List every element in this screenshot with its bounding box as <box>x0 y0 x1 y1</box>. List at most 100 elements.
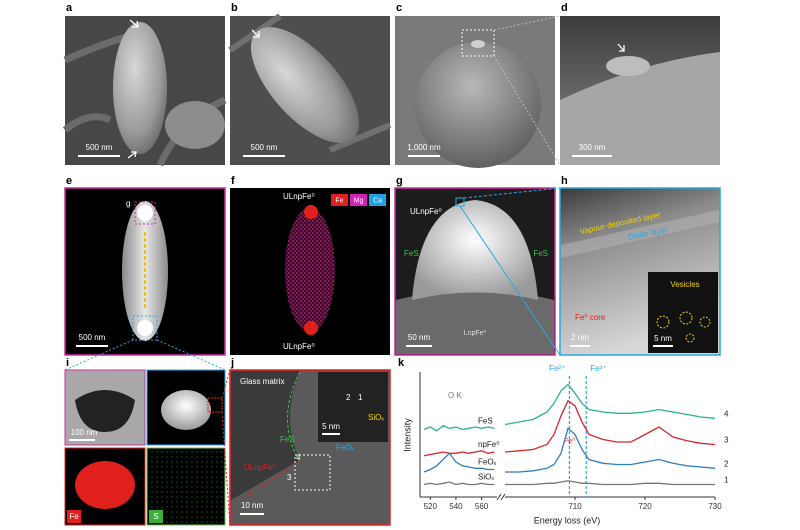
fe-signal <box>75 461 135 509</box>
panel-letter: f <box>231 175 235 187</box>
zoom-box <box>132 315 158 341</box>
zoom-line <box>493 15 561 31</box>
series-label: FeS <box>478 416 493 425</box>
series-label: npFe⁰ <box>478 440 499 449</box>
panel-c: 1,000 nm c <box>395 2 555 168</box>
map-label: Fe <box>69 512 79 521</box>
panel-letter: a <box>66 2 73 14</box>
panel-a: 500 nm a <box>62 2 227 167</box>
particle <box>165 101 225 149</box>
legend-label: Fe <box>335 197 343 204</box>
legend-label: Mg <box>354 197 364 204</box>
scale-label: 100 nm <box>71 428 98 437</box>
point-label: 2 <box>346 393 351 402</box>
zoom-line <box>64 339 134 371</box>
boundary <box>287 371 301 463</box>
edge-label: O K <box>448 391 462 400</box>
panel-e: g 500 nm e <box>64 175 226 356</box>
series-label: FeOₓ <box>478 458 497 467</box>
spectrum <box>505 427 716 473</box>
scale-label: 5 nm <box>322 422 340 431</box>
x-tick-label: 720 <box>638 502 652 511</box>
vesicles <box>656 311 711 343</box>
y-axis-label: Intensity <box>402 418 412 452</box>
inset-label: Vesicles <box>670 280 699 289</box>
core-label: Fe⁰ core <box>575 313 606 322</box>
scale-label: 300 nm <box>579 143 606 152</box>
surface <box>560 52 720 165</box>
map-tag <box>149 510 163 523</box>
x-axis-label: Energy loss (eV) <box>534 515 601 525</box>
fe-particle <box>304 205 318 219</box>
zoom-line <box>463 187 561 199</box>
particle-map <box>285 208 335 332</box>
series-label: SiOₓ <box>478 473 494 482</box>
point-label: 4 <box>296 453 301 462</box>
panel-letter: i <box>66 357 69 369</box>
zoom-line <box>459 205 561 356</box>
spectrum <box>504 399 716 453</box>
scale-label: 50 nm <box>408 333 431 342</box>
layer-band <box>561 210 719 258</box>
arrow <box>251 29 260 38</box>
nanoparticle <box>161 390 211 430</box>
particle <box>415 42 541 168</box>
series-number: 2 <box>724 459 729 468</box>
nanoparticle <box>137 320 153 336</box>
reference-label: Fe³⁺ <box>590 364 606 373</box>
panel-letter: b <box>231 2 238 14</box>
zoom-box <box>294 454 331 491</box>
zoom-line <box>221 411 231 526</box>
particle <box>250 27 360 143</box>
panel-letter: e <box>66 175 72 187</box>
particle-label: ULnpFe⁰ <box>410 207 442 216</box>
legend-label: Ca <box>373 197 382 204</box>
spectrum <box>423 452 495 473</box>
zoom-line <box>493 55 561 166</box>
particle-label: LnpFe⁰ <box>464 329 487 337</box>
zoom-line <box>156 339 226 371</box>
panel-k: k 520 540 560 710 720 730 Energy loss (eV) Inte… <box>398 357 729 525</box>
panel-letter: j <box>230 357 234 369</box>
particle-label: ULnpFe⁰ <box>283 342 315 351</box>
nanoparticle <box>137 205 153 221</box>
inset <box>318 372 388 442</box>
panel-h: Vapour-deposited layer Oxide layer Fe⁰ c… <box>559 175 721 356</box>
point-label: 3 <box>287 473 292 482</box>
scale-label: 2 nm <box>571 333 589 342</box>
reference-label: Fe²⁺ <box>549 364 565 373</box>
legend-swatch <box>369 194 386 206</box>
bump <box>606 56 650 76</box>
legend-swatch <box>350 194 367 206</box>
scale-label: 500 nm <box>79 333 106 342</box>
spectrum <box>423 450 495 457</box>
glass-region <box>231 371 300 500</box>
fe-particle <box>304 321 318 335</box>
panel-b: 500 nm b <box>228 2 392 165</box>
arrow <box>127 19 139 159</box>
point-label: 1 <box>358 393 363 402</box>
host-glass <box>396 290 554 354</box>
panel-letter: c <box>396 2 402 14</box>
series-number: 1 <box>724 476 729 485</box>
boundary <box>239 461 301 501</box>
panel-d: 300 nm d <box>560 2 720 165</box>
map-tag <box>67 510 81 523</box>
panel-j: Glass matrix FeS ULnpFe⁰ 4 3 2 1 SiOₓ Fe… <box>229 357 391 526</box>
scale-label: 500 nm <box>86 143 113 152</box>
panel-i: Fe S 100 nm i <box>64 357 226 526</box>
series-number: 4 <box>724 409 729 418</box>
phase-label: FeS <box>404 249 419 258</box>
x-tick-label: 710 <box>568 502 582 511</box>
particle <box>113 22 167 154</box>
layer-label: FeOₓ <box>336 443 355 452</box>
spectrum <box>504 383 716 426</box>
region-label: FeS <box>280 435 295 444</box>
x-tick-label: 520 <box>424 502 438 511</box>
scale-label: 5 nm <box>654 334 672 343</box>
panel-letter: h <box>561 175 568 187</box>
panel-g: ULnpFe⁰ FeS FeS LnpFe⁰ 50 nm g <box>394 175 556 356</box>
layer-label: SiOₓ <box>368 413 384 422</box>
